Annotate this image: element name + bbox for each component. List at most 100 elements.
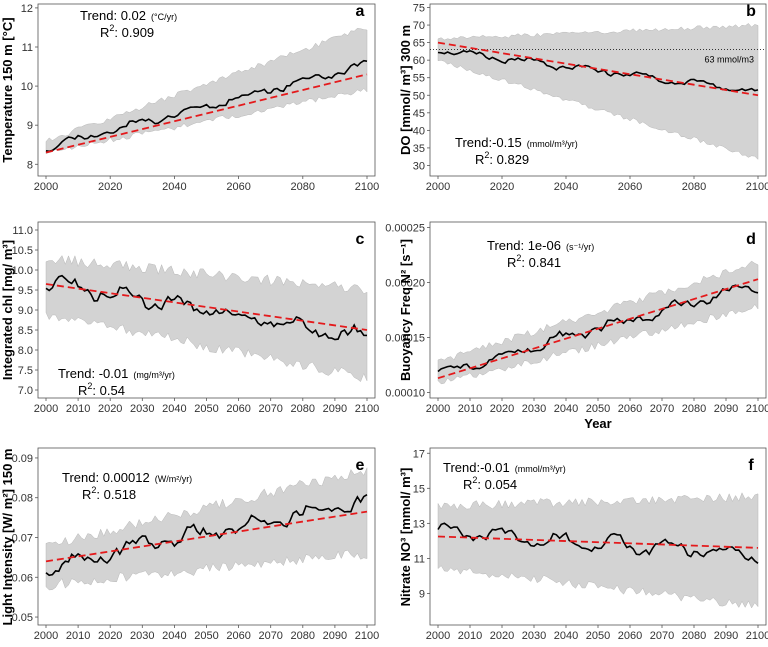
x-tick-label: 2030 <box>522 403 546 415</box>
panel-tag: c <box>356 231 365 248</box>
panel-tag: b <box>746 3 756 20</box>
y-tick-label: 0.06 <box>12 572 33 584</box>
y-tick-label: 11 <box>414 553 425 565</box>
x-tick-label: 2010 <box>458 630 482 642</box>
y-tick-label: 40 <box>413 125 425 137</box>
trend-line <box>45 73 368 154</box>
x-tick-label: 2040 <box>554 403 578 415</box>
x-tick-label: 2000 <box>426 181 450 193</box>
y-tick-label: 55 <box>413 73 425 85</box>
x-tick-label: 2080 <box>682 403 706 415</box>
trend-text: Trend:-0.15 (mmol/m³/yr) <box>455 135 578 150</box>
x-tick-label: 2040 <box>162 403 186 415</box>
x-tick-label: 2040 <box>554 181 578 193</box>
x-tick-label: 2030 <box>522 630 546 642</box>
r2-text: R2: 0.829 <box>475 150 529 167</box>
trend-line <box>45 283 368 331</box>
y-tick-label: 7.5 <box>18 365 33 377</box>
r2-text: R2: 0.841 <box>507 253 561 270</box>
series-line <box>437 49 759 92</box>
trend-text: Trend: -0.01 (mg/m³/yr) <box>58 366 175 381</box>
x-tick-label: 2020 <box>98 630 122 642</box>
uncertainty-band <box>45 28 368 155</box>
x-tick-label: 2000 <box>34 403 58 415</box>
trend-unit: (mg/m³/yr) <box>133 370 175 380</box>
y-axis-label: Nitrate NO³ [mmol/ m³] <box>398 468 413 607</box>
y-tick-label: 10 <box>21 81 33 93</box>
series-line <box>45 59 368 153</box>
y-tick-label: 35 <box>413 143 425 155</box>
y-tick-label: 9 <box>27 120 33 132</box>
r2-value: : 0.54 <box>92 383 125 398</box>
x-tick-label: 2020 <box>490 403 514 415</box>
panel-tag: d <box>746 231 756 248</box>
r2-value: : 0.909 <box>114 25 154 40</box>
x-tick-label: 2000 <box>34 181 58 193</box>
r2-superscript: 2 <box>109 23 114 33</box>
x-tick-label: 2040 <box>162 630 186 642</box>
x-tick-label: 2100 <box>746 630 768 642</box>
x-tick-label: 2040 <box>162 181 186 193</box>
x-tick-label: 2100 <box>355 181 379 193</box>
y-tick-label: 30 <box>413 160 425 172</box>
y-tick-label: 11 <box>22 42 33 54</box>
trend-unit: (s⁻¹/yr) <box>566 242 594 252</box>
y-axis-label: Light Intensity [W/ m²] 150 m <box>0 449 15 626</box>
panel-a: 2000 2020 2040 2060 2080 2100 8 9 10 11 12 Temperat… <box>0 3 379 193</box>
y-tick-label: 9 <box>419 588 425 600</box>
y-tick-label: 17 <box>413 448 425 460</box>
r2-text: R2: 0.54 <box>78 381 125 398</box>
trend-unit: (°C/yr) <box>151 12 177 22</box>
r2-text: R2: 0.518 <box>82 485 136 502</box>
r2-superscript: 2 <box>516 253 521 263</box>
r2-symbol: R <box>507 255 516 270</box>
r2-value: : 0.518 <box>96 487 136 502</box>
x-tick-label: 2100 <box>746 403 768 415</box>
y-tick-label: 45 <box>413 108 425 120</box>
x-tick-label: 2060 <box>226 181 250 193</box>
y-tick-label: 0.05 <box>12 612 33 624</box>
x-tick-label: 2010 <box>66 630 90 642</box>
x-tick-label: 2000 <box>426 403 450 415</box>
y-tick-label: 10.5 <box>12 245 33 257</box>
x-tick-label: 2040 <box>554 630 578 642</box>
x-tick-label: 2090 <box>714 403 738 415</box>
y-tick-label: 65 <box>413 38 425 50</box>
y-tick-label: 9.5 <box>18 285 33 297</box>
x-tick-label: 2050 <box>194 403 218 415</box>
r2-superscript: 2 <box>87 381 92 391</box>
y-tick-label: 0.08 <box>12 493 33 505</box>
panel-d: 2000 2010 2020 2030 2040 2050 2060 2070 2080 2090… <box>385 221 768 431</box>
series-line <box>45 494 368 577</box>
x-tick-label: 2100 <box>355 630 379 642</box>
x-tick-label: 2010 <box>458 403 482 415</box>
panel-tag: a <box>356 3 365 20</box>
y-tick-label: 13 <box>413 518 425 530</box>
panel-c: 2000 2010 2020 2030 2040 2050 2060 2070 2080 2090… <box>0 221 379 415</box>
uncertainty-band <box>45 467 368 591</box>
y-tick-label: 0.00010 <box>385 388 425 400</box>
x-tick-label: 2060 <box>226 630 250 642</box>
y-tick-label: 0.09 <box>12 453 33 465</box>
panel-tag: e <box>356 457 365 474</box>
x-tick-label: 2060 <box>618 630 642 642</box>
trend-unit: (mmol/m³/yr) <box>515 464 566 474</box>
y-tick-label: 0.00020 <box>385 278 425 290</box>
r2-value: : 0.829 <box>489 152 529 167</box>
r2-symbol: R <box>475 152 484 167</box>
y-tick-label: 15 <box>413 483 425 495</box>
x-axis-label: Year <box>584 416 611 431</box>
y-axis-label: DO [mmol/ m³] 300 m <box>398 25 413 155</box>
y-tick-label: 75 <box>413 3 425 15</box>
y-tick-label: 0.00015 <box>385 333 425 345</box>
y-tick-label: 0.07 <box>12 532 33 544</box>
x-tick-label: 2020 <box>98 181 122 193</box>
x-tick-label: 2090 <box>714 630 738 642</box>
x-tick-label: 2060 <box>618 403 642 415</box>
r2-symbol: R <box>463 477 472 492</box>
x-tick-label: 2050 <box>586 403 610 415</box>
x-tick-label: 2070 <box>650 403 674 415</box>
x-tick-label: 2050 <box>194 630 218 642</box>
series-line <box>437 522 759 564</box>
